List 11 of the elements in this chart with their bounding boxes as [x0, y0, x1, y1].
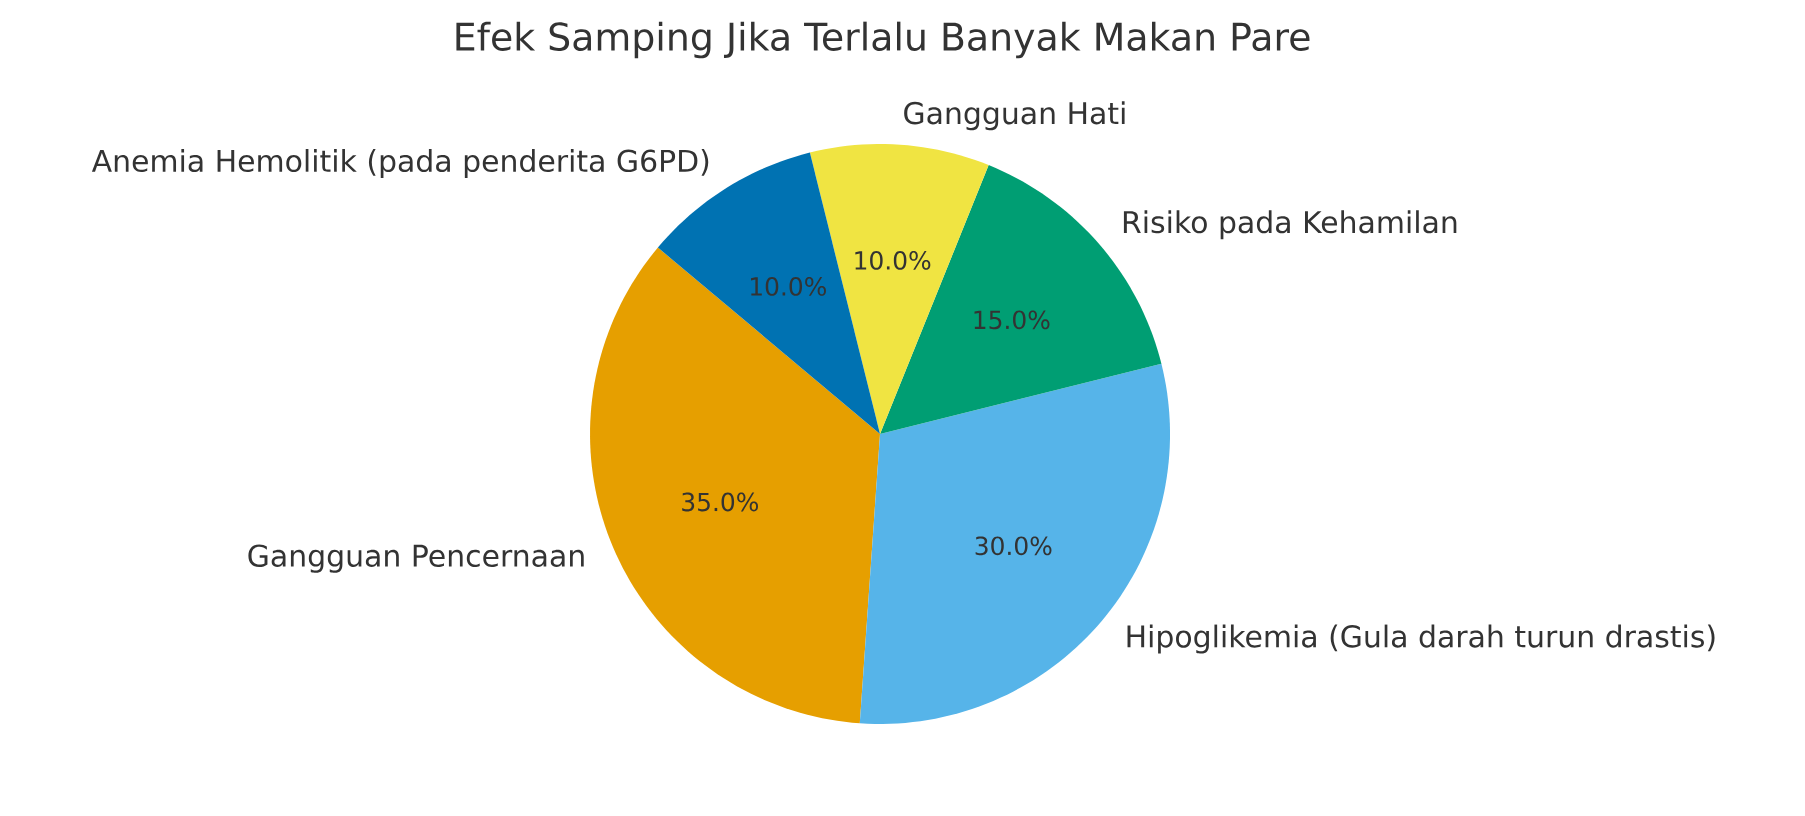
slice-label: Hipoglikemia (Gula darah turun drastis)	[1127, 624, 1715, 654]
slice-label: Gangguan Hati	[904, 101, 1125, 131]
data-label: 35.0%	[682, 492, 759, 512]
chart-title: Efek Samping Jika Terlalu Banyak Makan Pare	[456, 21, 1310, 59]
data-label: 10.0%	[855, 250, 931, 270]
slice-label: Anemia Hemolitik (pada penderita G6PD)	[91, 148, 709, 178]
slice-label: Gangguan Pencernaan	[248, 544, 584, 573]
data-label: 10.0%	[750, 277, 826, 296]
data-label: 15.0%	[974, 310, 1050, 330]
data-label: 30.0%	[975, 536, 1052, 556]
slice-label: Risiko pada Kehamilan	[1123, 210, 1457, 240]
